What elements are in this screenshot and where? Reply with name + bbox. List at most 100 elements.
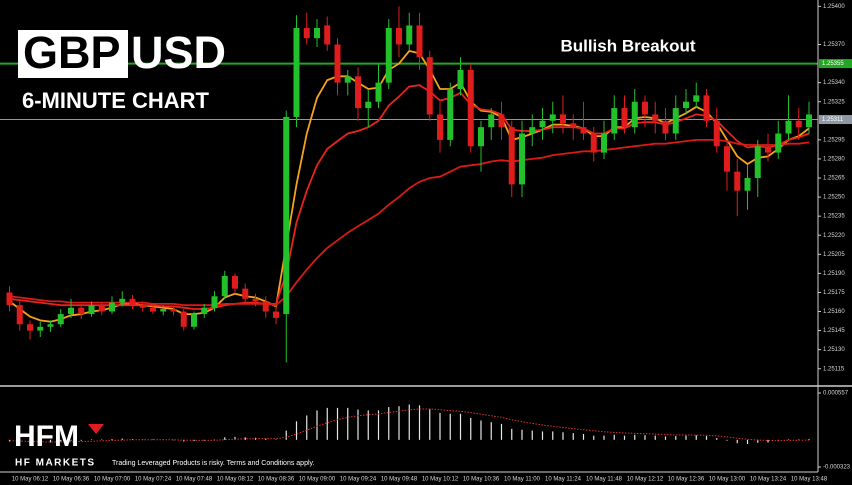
- candle-body: [365, 101, 372, 109]
- title-rest: USD: [131, 27, 226, 78]
- candle-body: [273, 311, 279, 318]
- x-tick-label: 10 May 10:36: [463, 477, 500, 483]
- candle-body: [529, 127, 536, 134]
- annotation: Bullish Breakout: [560, 36, 695, 55]
- x-tick-label: 10 May 09:48: [381, 477, 418, 483]
- candle-body: [385, 27, 392, 83]
- y-tick-label: 1.25280: [823, 157, 845, 163]
- y-tick-label: 1.25130: [823, 347, 845, 353]
- candle-body: [447, 89, 454, 140]
- candle-body: [416, 25, 423, 58]
- subtitle: 6-MINUTE CHART: [22, 88, 210, 113]
- price-panel: [0, 6, 818, 363]
- candle-body: [314, 27, 320, 39]
- y-tick-label: 1.25115: [823, 366, 845, 372]
- candle-body: [775, 133, 782, 153]
- x-tick-label: 10 May 09:24: [340, 477, 377, 483]
- candle-body: [68, 307, 74, 315]
- candle-body: [47, 324, 54, 327]
- candle-body: [160, 308, 167, 312]
- candle-body: [672, 108, 679, 134]
- candle-body: [334, 44, 341, 83]
- candle-body: [170, 308, 177, 312]
- x-tick-label: 10 May 13:24: [750, 477, 787, 483]
- candle-body: [580, 127, 587, 134]
- candle-body: [734, 171, 741, 191]
- resistance-line-label: 1.25355: [822, 61, 844, 67]
- candle-body: [662, 120, 669, 134]
- candle-body: [631, 101, 638, 128]
- candle-body: [78, 307, 85, 315]
- candle-body: [713, 120, 720, 147]
- moving-average-line: [9, 138, 810, 307]
- y-tick-label: 1.25190: [823, 271, 845, 277]
- y-tick-label: 1.25160: [823, 309, 845, 315]
- candle-body: [519, 133, 525, 185]
- candle-body: [549, 114, 556, 121]
- candle-body: [180, 311, 187, 327]
- x-tick-label: 10 May 07:48: [176, 477, 213, 483]
- moving-average-line: [9, 84, 810, 310]
- y-tick-label: 1.25400: [823, 4, 845, 10]
- candle-body: [703, 95, 710, 121]
- x-tick-label: 10 May 12:36: [668, 477, 705, 483]
- candle-body: [252, 298, 259, 302]
- x-tick-label: 10 May 13:48: [791, 477, 828, 483]
- candle-body: [437, 114, 443, 140]
- x-tick-label: 10 May 08:36: [258, 477, 295, 483]
- x-tick-label: 10 May 06:12: [12, 477, 49, 483]
- x-tick-label: 10 May 12:12: [627, 477, 664, 483]
- candle-body: [601, 133, 607, 153]
- y-tick-label: 1.25265: [823, 176, 845, 182]
- y-tick-label: 1.25250: [823, 195, 845, 201]
- y-tick-label: 1.25205: [823, 252, 845, 258]
- candle-body: [57, 314, 64, 325]
- x-tick-label: 10 May 08:12: [217, 477, 254, 483]
- osc-tick-label: -0.000323: [823, 465, 851, 471]
- title-highlight: GBP: [23, 27, 121, 78]
- candle-body: [478, 127, 484, 147]
- candle-body: [211, 296, 218, 308]
- candle-body: [37, 326, 44, 331]
- candle-body: [6, 292, 13, 306]
- candle-body: [508, 127, 515, 185]
- candle-body: [344, 76, 351, 83]
- candle-body: [652, 114, 659, 121]
- x-tick-label: 10 May 13:00: [709, 477, 746, 483]
- candle-body: [324, 25, 331, 45]
- candle-body: [785, 120, 792, 134]
- resistance-line-label-box: [819, 59, 852, 69]
- candle-body: [109, 302, 115, 312]
- candle-body: [119, 298, 126, 303]
- candle-body: [621, 108, 628, 128]
- candle-body: [396, 27, 402, 45]
- y-tick-label: 1.25235: [823, 214, 845, 220]
- y-tick-label: 1.25220: [823, 233, 845, 239]
- candle-body: [139, 305, 146, 308]
- candle-body: [426, 57, 433, 115]
- candle-body: [201, 307, 208, 315]
- candle-body: [539, 120, 546, 128]
- x-tick-label: 10 May 10:12: [422, 477, 459, 483]
- candle-body: [191, 314, 197, 327]
- candle-body: [683, 101, 689, 109]
- candle-body: [375, 82, 382, 102]
- x-tick-label: 10 May 07:00: [94, 477, 131, 483]
- disclaimer: Trading Leveraged Products is risky. Ter…: [112, 460, 315, 467]
- candle-body: [570, 123, 577, 128]
- candle-body: [406, 25, 413, 45]
- candle-body: [765, 146, 771, 153]
- candle-body: [642, 101, 648, 115]
- y-tick-label: 1.25295: [823, 137, 845, 143]
- candle-body: [488, 114, 495, 128]
- x-tick-label: 10 May 11:24: [545, 477, 582, 483]
- candle-body: [724, 146, 730, 172]
- x-tick-label: 10 May 06:36: [53, 477, 90, 483]
- logo-accent: [88, 424, 104, 434]
- candle-body: [27, 324, 33, 331]
- current-price-line-label-box: [819, 115, 852, 125]
- candle-body: [232, 275, 238, 289]
- x-tick-label: 10 May 11:48: [586, 477, 623, 483]
- brand-logo: HFM: [14, 420, 79, 453]
